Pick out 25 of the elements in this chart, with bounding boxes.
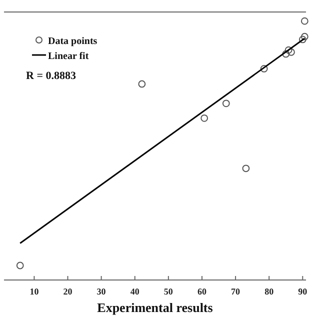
point [284, 46, 292, 54]
point [300, 32, 308, 40]
annotation: R = 0.8883 [26, 70, 76, 82]
x-axis-title: Experimental results [97, 300, 213, 315]
legend-label: Data points [48, 36, 98, 47]
point [288, 48, 295, 56]
point [300, 17, 308, 25]
point [282, 50, 290, 58]
x-tick-label: 60 [197, 286, 207, 296]
x-tick-label: 90 [298, 286, 308, 296]
x-tick-label: 50 [164, 286, 174, 296]
x-tick-label: 10 [30, 286, 40, 296]
point [138, 80, 146, 88]
x-tick-label: 30 [96, 286, 106, 296]
x-tick-label: 70 [231, 286, 241, 296]
point [222, 100, 230, 108]
point [298, 36, 306, 44]
point [260, 65, 268, 72]
x-tick-label: 40 [130, 286, 140, 296]
point [242, 164, 250, 172]
point [200, 114, 208, 122]
legend-label: Linear fit [48, 51, 90, 62]
x-tick-label: 80 [264, 286, 274, 296]
point [16, 262, 24, 270]
x-tick-label: 20 [63, 286, 73, 296]
